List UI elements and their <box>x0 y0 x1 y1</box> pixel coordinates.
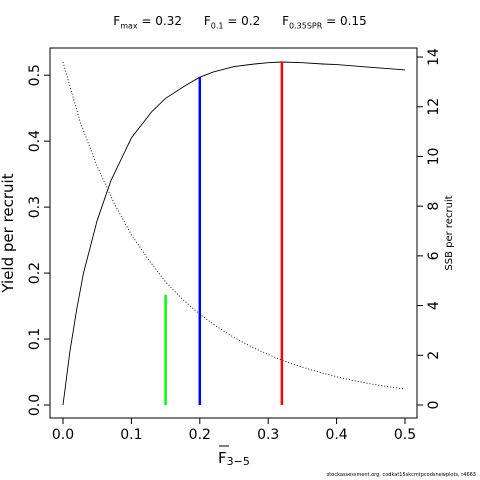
y2-tick-label: 4 <box>426 301 442 310</box>
y2-tick-label: 8 <box>426 202 442 211</box>
y-tick-label: 0.3 <box>27 196 43 218</box>
y2-tick-label: 10 <box>426 148 442 166</box>
ref-f035spr-symbol: F <box>282 14 290 28</box>
y2-tick-label: 2 <box>426 351 442 360</box>
x-tick-label: 0.2 <box>189 427 211 443</box>
ref-f01-sub: 0.1 <box>210 21 224 31</box>
ref-f01: F0.1 = 0.2 <box>204 14 260 30</box>
x-tick-label: 0.4 <box>325 427 347 443</box>
plot-frame <box>49 47 418 419</box>
reference-points-header: Fmax = 0.32 F0.1 = 0.2 F0.35SPR = 0.15 <box>0 14 480 30</box>
x-tick-label: 0.1 <box>120 427 142 443</box>
x-tick-label: 0.5 <box>394 427 416 443</box>
x-tick-label: 0.3 <box>257 427 279 443</box>
x-tick-label: 0.0 <box>52 427 74 443</box>
y-tick-label: 0.0 <box>27 394 43 416</box>
x-axis-label-sub: 3−5 <box>227 455 250 468</box>
ref-f01-symbol: F <box>203 14 211 28</box>
y2-tick-label: 6 <box>426 251 442 260</box>
yield-per-recruit-line <box>62 61 406 406</box>
y-tick-label: 0.5 <box>27 64 43 86</box>
y-tick-label: 0.1 <box>27 328 43 350</box>
ref-f035spr-sub: 0.35SPR <box>289 21 323 31</box>
ref-fmax-symbol: F <box>113 14 121 28</box>
y-axis-label: Yield per recruit <box>0 173 17 293</box>
x-axis-label: F3−5 <box>218 445 250 468</box>
ref-f035spr-value: = 0.15 <box>322 14 367 28</box>
footer-credit: stockassessment.org, codkat15skcmtpcodsn… <box>326 472 476 478</box>
ssb-per-recruit-line <box>62 61 406 390</box>
y2-axis-label: SSB per recruit <box>444 195 455 270</box>
y2-tick-label: 14 <box>426 48 442 66</box>
ref-f01-value: = 0.2 <box>223 14 261 28</box>
ref-f035spr: F0.35SPR = 0.15 <box>282 14 367 30</box>
y2-tick-label: 0 <box>426 401 442 410</box>
svg-text:F3−5: F3−5 <box>218 449 250 468</box>
y2-tick-label: 12 <box>426 98 442 116</box>
x-axis-label-main: F <box>218 449 227 467</box>
plot-area: 0.0 0.1 0.2 0.3 0.4 0.5 0.0 0.1 0.2 0.3 0.4 0.5 0 2 4 6… <box>27 47 442 443</box>
ref-fmax: Fmax = 0.32 <box>113 14 182 30</box>
ref-fmax-value: = 0.32 <box>137 14 183 28</box>
y-tick-label: 0.2 <box>27 262 43 284</box>
y-tick-label: 0.4 <box>27 130 43 152</box>
ref-fmax-sub: max <box>120 21 138 31</box>
